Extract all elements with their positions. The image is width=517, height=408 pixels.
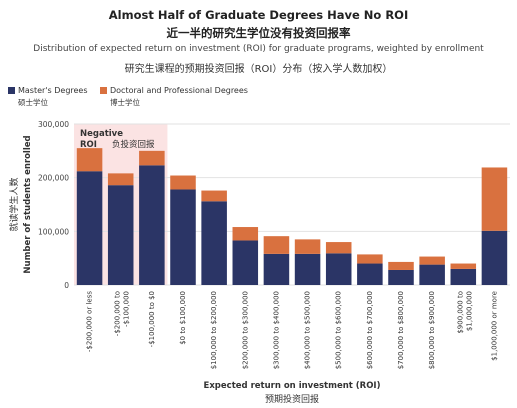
y-tick-label: 0 [64,281,69,290]
bar-masters [388,269,414,285]
x-tick-label: $300,000 to $400,000 [272,291,280,369]
y-tick-label: 200,000 [38,174,69,183]
bar-masters [232,240,259,285]
bar-doctoral [481,167,508,231]
x-tick-label: $1,000,000 or more [490,291,498,361]
x-tick-label: -$100,000 to $0 [148,291,156,347]
bar-doctoral [139,150,165,166]
bar-masters [481,230,508,285]
chart-title-cn: 近一半的研究生学位没有投资回报率 [166,26,351,40]
x-tick-label: $600,000 to $700,000 [366,291,374,369]
bar-masters [325,253,352,285]
bar-doctoral [201,190,227,202]
legend-label-doctoral: Doctoral and Professional Degrees [110,86,248,95]
legend-item-doctoral: Doctoral and Professional Degrees 博士学位 [100,86,248,108]
x-tick-label: $800,000 to $900,000 [428,291,436,369]
x-tick-label: $0 to $100,000 [179,291,187,345]
x-tick-label: $900,000 to$1,000,000 [456,291,473,334]
x-axis-label-cn: 预期投资回报 [265,393,319,405]
bar-doctoral [294,239,321,254]
chart-title: Almost Half of Graduate Degrees Have No … [108,8,409,22]
x-tick-label: $500,000 to $600,000 [335,291,343,369]
bar-doctoral [232,227,259,241]
y-tick-label: 100,000 [38,227,69,236]
bar-masters [76,171,103,285]
legend-label-masters: Master's Degrees [18,86,88,95]
negative-roi-label: Negative [80,129,123,139]
bar-masters [419,264,445,285]
x-tick-label: $200,000 to $300,000 [241,291,249,369]
x-tick-label: $100,000 to $200,000 [210,291,218,369]
bar-doctoral [263,236,290,254]
y-tick-label: 300,000 [38,120,69,129]
bar-doctoral [388,261,414,270]
bar-masters [170,189,196,285]
bar-doctoral [107,173,134,186]
x-tick-label: $700,000 to $800,000 [397,291,405,369]
x-tick-label: $400,000 to $500,000 [304,291,312,369]
bar-masters [294,253,321,285]
bar-doctoral [450,263,477,269]
legend-label-masters-cn: 硕士学位 [18,98,48,107]
bar-doctoral [357,254,383,264]
legend-swatch-doctoral [100,87,107,94]
legend-label-doctoral-cn: 博士学位 [110,98,140,107]
x-axis-label: Expected return on investment (ROI) [204,381,381,391]
x-tick-label: -$200,000 to-$100,000 [114,291,131,336]
legend-swatch-masters [8,87,15,94]
bar-masters [357,263,383,285]
bar-masters [201,201,227,285]
chart-subtitle: Distribution of expected return on inves… [33,44,484,54]
negative-roi-label: ROI [80,140,97,150]
bar-masters [107,185,134,285]
bar-doctoral [170,175,196,190]
x-tick-label: -$200,000 or less [86,291,94,352]
negative-roi-label-cn: 负投资回报 [112,139,155,150]
y-axis-label: Number of students enrolled [23,135,33,273]
bar-masters [139,165,165,285]
chart-subtitle-cn: 研究生课程的预期投资回报（ROI）分布（按入学人数加权） [124,64,393,75]
bar-masters [450,268,477,285]
bar-doctoral [76,148,103,172]
bar-doctoral [419,256,445,265]
y-axis-label-cn: 就读学生人数 [8,177,20,231]
bar-doctoral [325,242,352,254]
bar-masters [263,253,290,285]
legend-item-masters: Master's Degrees 硕士学位 [8,86,88,108]
